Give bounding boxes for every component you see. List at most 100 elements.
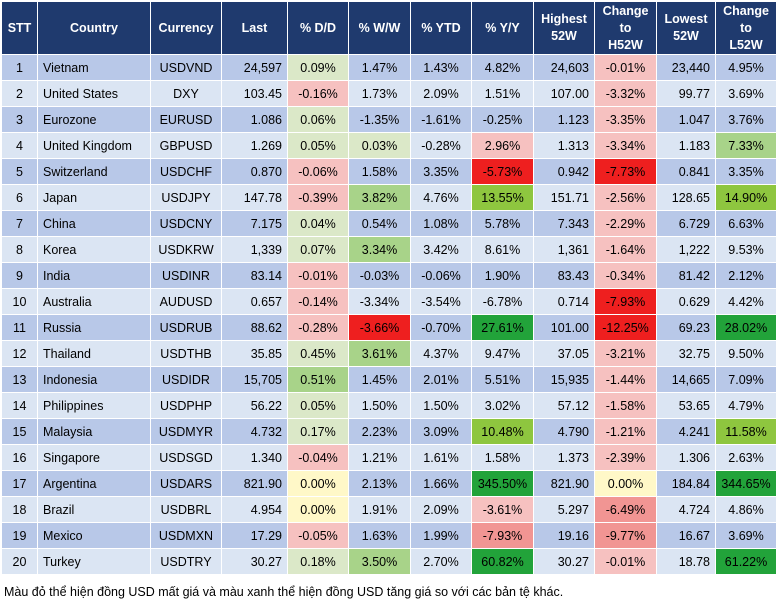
cell-lowest-52w: 184.84: [656, 470, 716, 497]
table-row: 4 United Kingdom GBPUSD 1.269 0.05% 0.03% -0.2…: [1, 132, 777, 159]
table-row: 3 Eurozone EURUSD 1.086 0.06% -1.35% -1.61% -0.…: [1, 106, 777, 133]
cell-change-h52w: -3.32%: [594, 80, 657, 107]
table-row: 5 Switzerland USDCHF 0.870 -0.06% 1.58% 3.35% -…: [1, 158, 777, 185]
currency-table: STT Country Currency Last % D/D % W/W % …: [1, 1, 777, 575]
cell-pct-ww: -3.66%: [348, 314, 411, 341]
cell-pct-ww: 1.47%: [348, 54, 411, 81]
cell-pct-ww: -1.35%: [348, 106, 411, 133]
cell-highest-52w: 5.297: [533, 496, 595, 523]
cell-country: Argentina: [37, 470, 151, 497]
cell-change-l52w: 2.12%: [715, 262, 777, 289]
cell-change-h52w: -9.77%: [594, 522, 657, 549]
cell-pct-ww: 1.50%: [348, 392, 411, 419]
cell-change-h52w: -1.58%: [594, 392, 657, 419]
cell-pct-yy: -5.73%: [471, 158, 534, 185]
cell-pct-yy: 2.96%: [471, 132, 534, 159]
cell-stt: 9: [1, 262, 38, 289]
cell-currency: USDIDR: [150, 366, 222, 393]
cell-stt: 19: [1, 522, 38, 549]
cell-pct-yy: 5.78%: [471, 210, 534, 237]
cell-pct-ytd: 2.09%: [410, 80, 472, 107]
cell-pct-dd: -0.16%: [287, 80, 349, 107]
table-row: 2 United States DXY 103.45 -0.16% 1.73% 2.09% 1…: [1, 80, 777, 107]
cell-pct-dd: 0.17%: [287, 418, 349, 445]
cell-pct-yy: 8.61%: [471, 236, 534, 263]
cell-change-h52w: 0.00%: [594, 470, 657, 497]
cell-currency: USDARS: [150, 470, 222, 497]
cell-stt: 5: [1, 158, 38, 185]
table-row: 15 Malaysia USDMYR 4.732 0.17% 2.23% 3.09% 10.4…: [1, 418, 777, 445]
cell-change-h52w: -3.34%: [594, 132, 657, 159]
cell-stt: 20: [1, 548, 38, 575]
cell-currency: USDCNY: [150, 210, 222, 237]
cell-pct-ww: 1.45%: [348, 366, 411, 393]
cell-lowest-52w: 18.78: [656, 548, 716, 575]
cell-pct-dd: 0.06%: [287, 106, 349, 133]
cell-highest-52w: 83.43: [533, 262, 595, 289]
header-pct-dd: % D/D: [287, 1, 349, 55]
cell-pct-ww: 1.21%: [348, 444, 411, 471]
cell-highest-52w: 0.714: [533, 288, 595, 315]
cell-highest-52w: 107.00: [533, 80, 595, 107]
cell-highest-52w: 30.27: [533, 548, 595, 575]
cell-change-h52w: -0.01%: [594, 54, 657, 81]
cell-highest-52w: 1.313: [533, 132, 595, 159]
cell-pct-ytd: 2.70%: [410, 548, 472, 575]
cell-currency: USDPHP: [150, 392, 222, 419]
header-change-l52w: Change to L52W: [715, 1, 777, 55]
cell-last: 147.78: [221, 184, 288, 211]
cell-pct-dd: 0.07%: [287, 236, 349, 263]
cell-highest-52w: 57.12: [533, 392, 595, 419]
cell-pct-yy: 1.90%: [471, 262, 534, 289]
table-row: 12 Thailand USDTHB 35.85 0.45% 3.61% 4.37% 9.47…: [1, 340, 777, 367]
cell-pct-ytd: 4.76%: [410, 184, 472, 211]
cell-pct-ww: 1.73%: [348, 80, 411, 107]
header-last: Last: [221, 1, 288, 55]
header-stt: STT: [1, 1, 38, 55]
cell-lowest-52w: 69.23: [656, 314, 716, 341]
cell-pct-dd: 0.09%: [287, 54, 349, 81]
cell-stt: 16: [1, 444, 38, 471]
cell-pct-ww: -0.03%: [348, 262, 411, 289]
cell-pct-yy: -3.61%: [471, 496, 534, 523]
header-lowest-52w: Lowest 52W: [656, 1, 716, 55]
cell-stt: 17: [1, 470, 38, 497]
cell-pct-ytd: 2.01%: [410, 366, 472, 393]
cell-country: United States: [37, 80, 151, 107]
cell-currency: USDTHB: [150, 340, 222, 367]
cell-country: Brazil: [37, 496, 151, 523]
cell-currency: AUDUSD: [150, 288, 222, 315]
cell-pct-ytd: 1.43%: [410, 54, 472, 81]
cell-lowest-52w: 32.75: [656, 340, 716, 367]
cell-change-l52w: 4.42%: [715, 288, 777, 315]
cell-pct-ytd: -3.54%: [410, 288, 472, 315]
cell-pct-yy: 27.61%: [471, 314, 534, 341]
cell-highest-52w: 151.71: [533, 184, 595, 211]
cell-change-l52w: 9.50%: [715, 340, 777, 367]
cell-pct-ytd: 4.37%: [410, 340, 472, 367]
cell-last: 24,597: [221, 54, 288, 81]
cell-change-l52w: 344.65%: [715, 470, 777, 497]
table-row: 10 Australia AUDUSD 0.657 -0.14% -3.34% -3.54%…: [1, 288, 777, 315]
cell-pct-ytd: 1.50%: [410, 392, 472, 419]
cell-country: Switzerland: [37, 158, 151, 185]
cell-lowest-52w: 0.841: [656, 158, 716, 185]
cell-pct-ww: -3.34%: [348, 288, 411, 315]
cell-last: 103.45: [221, 80, 288, 107]
cell-pct-ww: 1.58%: [348, 158, 411, 185]
cell-stt: 1: [1, 54, 38, 81]
cell-last: 56.22: [221, 392, 288, 419]
cell-lowest-52w: 4.724: [656, 496, 716, 523]
cell-currency: USDTRY: [150, 548, 222, 575]
table-row: 13 Indonesia USDIDR 15,705 0.51% 1.45% 2.01% 5.…: [1, 366, 777, 393]
cell-country: Eurozone: [37, 106, 151, 133]
cell-currency: USDKRW: [150, 236, 222, 263]
table-row: 18 Brazil USDBRL 4.954 0.00% 1.91% 2.09% -3.61%…: [1, 496, 777, 523]
cell-change-h52w: -12.25%: [594, 314, 657, 341]
cell-pct-ww: 2.23%: [348, 418, 411, 445]
cell-change-l52w: 11.58%: [715, 418, 777, 445]
cell-country: Australia: [37, 288, 151, 315]
cell-lowest-52w: 6.729: [656, 210, 716, 237]
cell-highest-52w: 4.790: [533, 418, 595, 445]
cell-highest-52w: 1.373: [533, 444, 595, 471]
